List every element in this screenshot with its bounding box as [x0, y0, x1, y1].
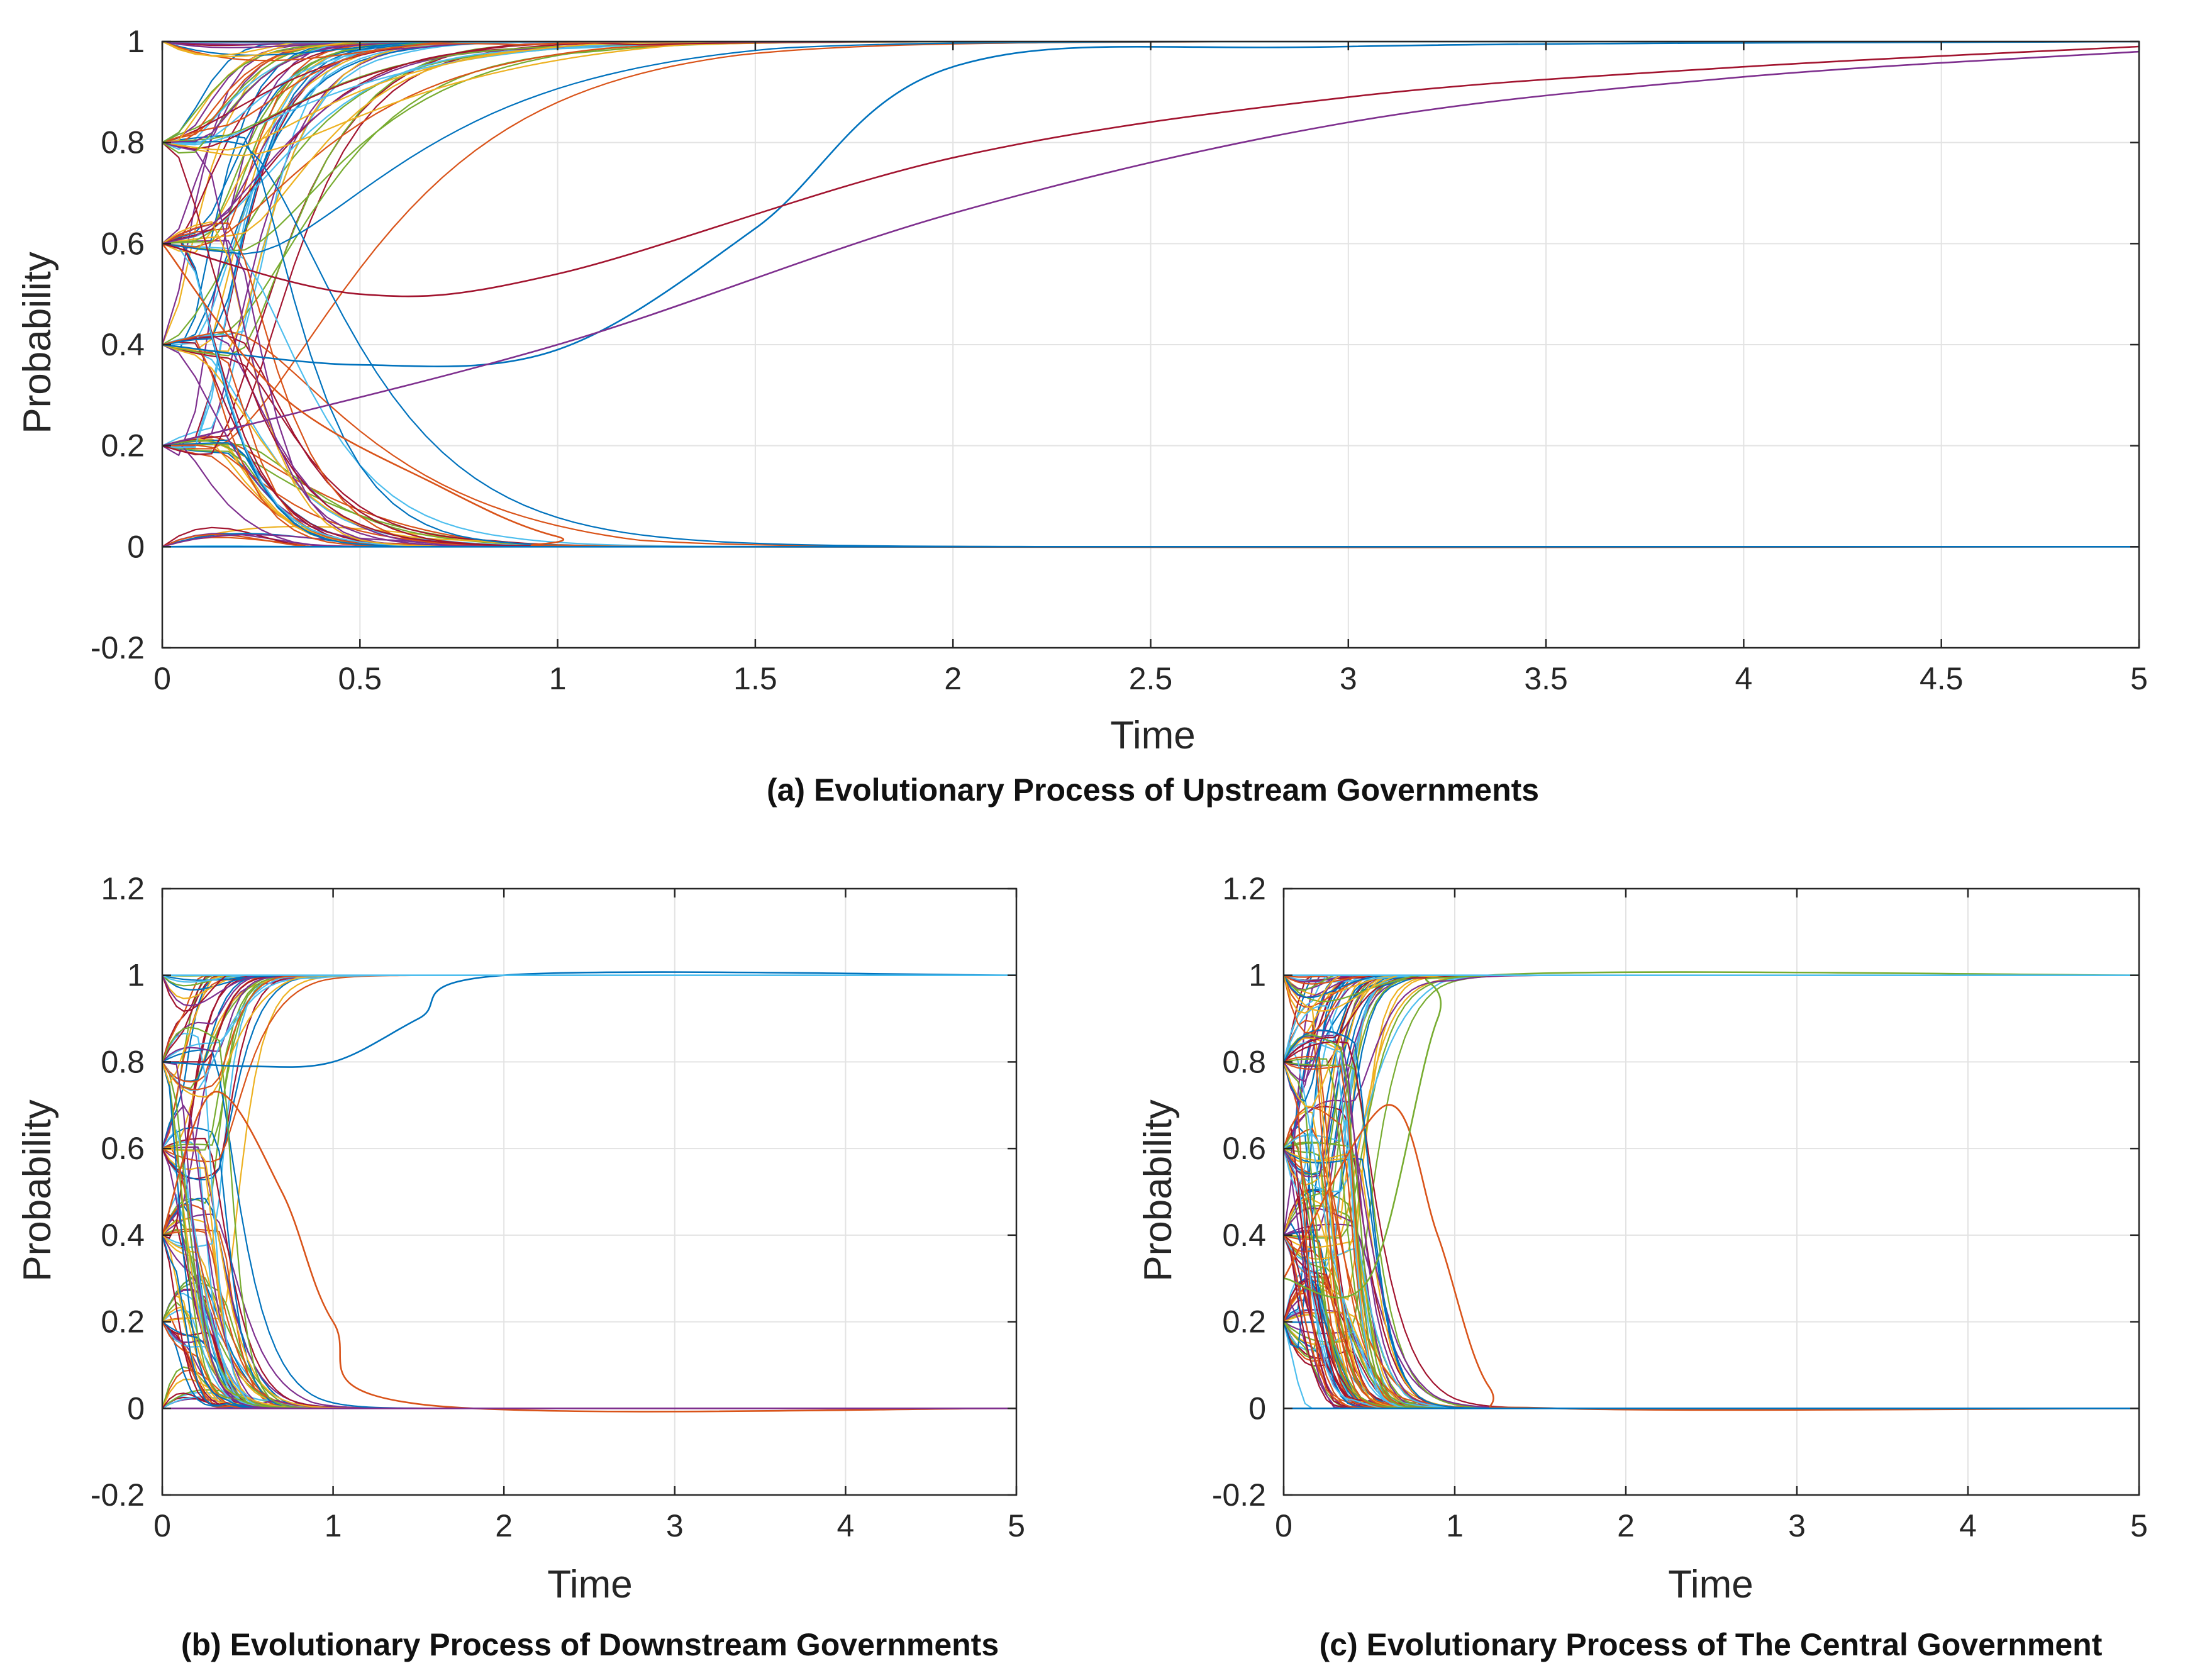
x-tick-label: 4.5 — [1920, 661, 1964, 696]
ticks-a: 0 0.5 1 1.5 2 2.5 3 3.5 4 4.5 5-0.200.20.40.60.81 — [91, 24, 2148, 696]
y-axis-label-c: Probability — [1137, 1099, 1180, 1281]
ticks-b: 0 1 2 3 4 5-0.200.20.40.60.811.2 — [91, 871, 1025, 1543]
highlighted-series-line — [162, 50, 2139, 447]
series-line — [162, 42, 2139, 151]
x-tick-label: 4 — [1735, 661, 1752, 696]
x-tick-label: 4 — [836, 1508, 854, 1543]
highlighted-series-line — [162, 971, 1016, 1068]
x-tick-label: 5 — [2130, 661, 2148, 696]
x-tick-label: 3 — [1340, 661, 1357, 696]
highlighted-series-line — [162, 1091, 1016, 1413]
y-tick-label: 0.4 — [101, 1218, 145, 1253]
series-line — [162, 42, 2139, 248]
x-tick-label: 1 — [1446, 1508, 1464, 1543]
highlighted-series-line — [1284, 1104, 2139, 1411]
series-line — [162, 42, 2139, 245]
caption-a: (a) Evolutionary Process of Upstream Gov… — [767, 772, 1539, 808]
series-line — [162, 42, 2139, 252]
x-tick-label: 2 — [1617, 1508, 1635, 1543]
y-tick-label: 0.6 — [101, 1131, 145, 1166]
y-tick-label: 0 — [127, 1391, 145, 1426]
y-tick-label: 1 — [127, 24, 145, 59]
highlighted-series-line — [162, 42, 2139, 367]
x-tick-label: 2 — [495, 1508, 513, 1543]
highlighted-series-line — [1284, 971, 2139, 1299]
highlighted-series-line — [162, 45, 2139, 297]
y-tick-label: 0.2 — [101, 1304, 145, 1340]
y-tick-label: 0.4 — [101, 327, 145, 362]
series-line — [162, 42, 2139, 143]
x-axis-label-a: Time — [1110, 714, 1195, 757]
x-tick-label: 5 — [2130, 1508, 2148, 1543]
x-tick-label: 3 — [1788, 1508, 1806, 1543]
x-tick-label: 0 — [153, 1508, 171, 1543]
y-tick-label: 1.2 — [101, 871, 145, 906]
x-tick-label: 3.5 — [1524, 661, 1568, 696]
x-tick-label: 5 — [1008, 1508, 1025, 1543]
y-tick-label: 1.2 — [1222, 871, 1266, 906]
axes-box-b — [161, 887, 1018, 1496]
y-tick-label: 0.2 — [101, 428, 145, 464]
caption-c: (c) Evolutionary Process of The Central … — [1320, 1627, 2103, 1662]
y-tick-label: 0 — [127, 529, 145, 564]
y-axis-label-a: Probability — [16, 252, 59, 433]
axes-box-c — [1282, 887, 2140, 1496]
x-tick-label: 0 — [153, 661, 171, 696]
y-tick-label: 0.2 — [1222, 1304, 1266, 1340]
series-c — [1284, 971, 2139, 1411]
y-tick-label: -0.2 — [91, 630, 145, 665]
x-tick-label: 1 — [549, 661, 567, 696]
y-tick-label: 0.6 — [1222, 1131, 1266, 1166]
caption-b: (b) Evolutionary Process of Downstream G… — [181, 1627, 999, 1662]
x-tick-label: 0.5 — [338, 661, 382, 696]
x-tick-label: 3 — [666, 1508, 684, 1543]
y-tick-label: 0.4 — [1222, 1218, 1266, 1253]
y-tick-label: 1 — [1248, 958, 1266, 993]
y-tick-label: 0.6 — [101, 226, 145, 261]
x-tick-label: 2 — [944, 661, 962, 696]
y-tick-label: -0.2 — [1212, 1477, 1266, 1513]
y-tick-label: 0.8 — [101, 1044, 145, 1079]
y-tick-label: 0 — [1248, 1391, 1266, 1426]
panel-b-downstream: 0 1 2 3 4 5-0.200.20.40.60.811.2 Time Probabi… — [16, 871, 1025, 1662]
x-axis-label-b: Time — [547, 1563, 632, 1606]
y-tick-label: 0.8 — [1222, 1044, 1266, 1079]
x-tick-label: 1.5 — [733, 661, 777, 696]
series-b — [162, 971, 1016, 1413]
y-tick-label: 1 — [127, 958, 145, 993]
y-axis-label-b: Probability — [16, 1099, 59, 1281]
x-tick-label: 0 — [1275, 1508, 1292, 1543]
panel-c-central: 0 1 2 3 4 5 -0.2 0 0.2 0.4 0.6 0.8 1 1.2 Time Probabi… — [1137, 871, 2148, 1662]
series-line — [162, 42, 2139, 150]
x-axis-label-c: Time — [1668, 1563, 1753, 1606]
y-tick-label: -0.2 — [91, 1477, 145, 1513]
series-line — [162, 42, 2139, 143]
x-tick-label: 2.5 — [1129, 661, 1173, 696]
y-tick-label: 0.8 — [101, 125, 145, 160]
series-line — [162, 42, 2139, 245]
ticks-c: 0 1 2 3 4 5 -0.2 0 0.2 0.4 0.6 0.8 1 1.2 — [1212, 871, 2148, 1543]
x-tick-label: 1 — [325, 1508, 342, 1543]
panel-a-upstream: 0 0.5 1 1.5 2 2.5 3 3.5 4 4.5 5-0.200.20.40.60.81 … — [16, 24, 2148, 808]
series-line — [162, 42, 2139, 145]
x-tick-label: 4 — [1959, 1508, 1977, 1543]
